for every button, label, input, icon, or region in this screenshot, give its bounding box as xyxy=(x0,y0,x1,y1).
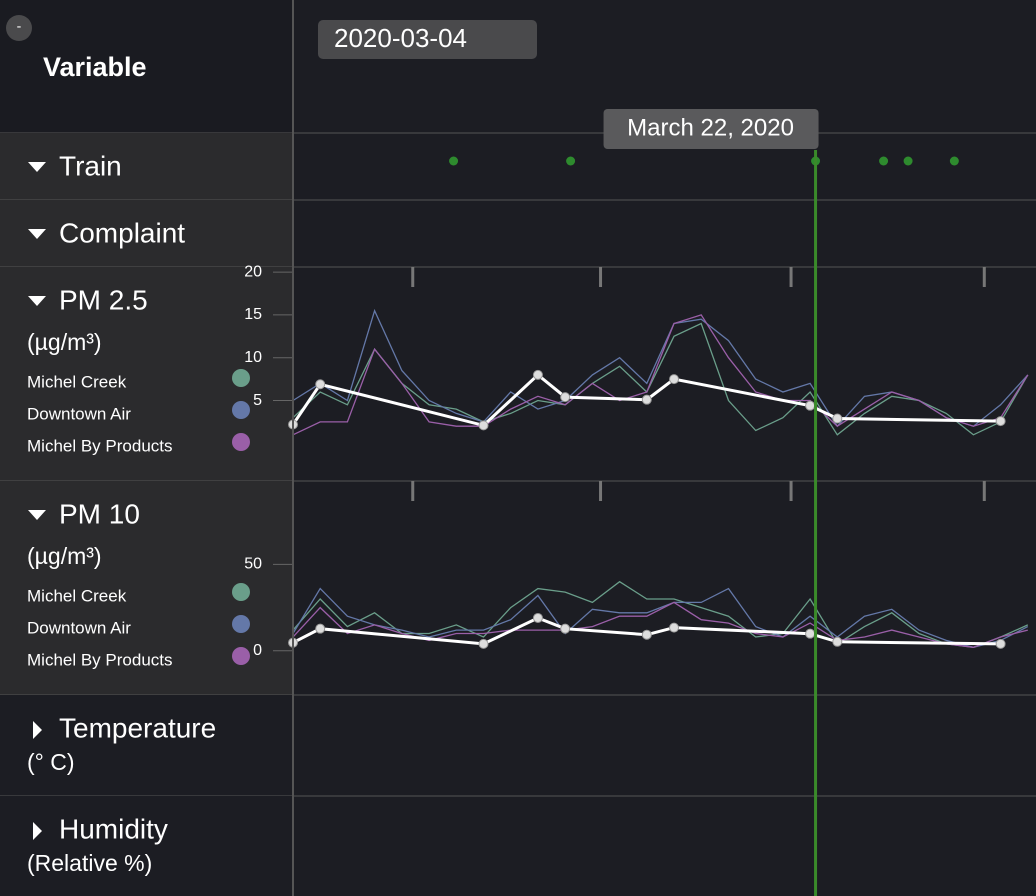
expand-toggle[interactable] xyxy=(33,721,42,739)
mean-point xyxy=(641,394,652,405)
y-tick-label: 0 xyxy=(253,642,262,659)
variable-name[interactable]: Humidity xyxy=(59,813,168,844)
legend-swatch xyxy=(232,433,250,451)
y-tick-label: 5 xyxy=(253,392,262,409)
train-event xyxy=(566,156,576,166)
mean-point xyxy=(832,413,843,424)
row-label-bg xyxy=(0,796,293,896)
mean-line xyxy=(291,372,1001,428)
variable-unit: (µg/m³) xyxy=(27,329,102,355)
train-event xyxy=(879,156,889,166)
row-label-bg xyxy=(0,133,293,200)
hover-date: March 22, 2020 xyxy=(627,114,794,141)
hover-tooltip xyxy=(603,109,819,149)
mean-point xyxy=(995,416,1006,427)
date-box[interactable] xyxy=(318,20,537,59)
collapse-label: - xyxy=(17,18,22,34)
y-tick-label: 50 xyxy=(244,556,262,573)
mean-point xyxy=(669,622,680,633)
header-panel xyxy=(0,0,293,133)
legend-swatch xyxy=(232,369,250,387)
series-line xyxy=(292,587,1029,648)
train-event xyxy=(949,156,959,166)
mean-point xyxy=(641,629,652,640)
variable-name[interactable]: Train xyxy=(59,150,122,181)
series-line xyxy=(292,322,1029,436)
mean-point xyxy=(532,612,543,623)
train-event xyxy=(903,156,913,166)
legend-swatch xyxy=(232,583,250,601)
legend-swatch xyxy=(232,615,250,633)
mean-point xyxy=(560,623,571,634)
mean-point xyxy=(805,400,816,411)
train-event xyxy=(449,156,459,166)
legend-label: Michel Creek xyxy=(27,586,127,605)
mean-point xyxy=(560,392,571,403)
mean-line xyxy=(292,616,1001,646)
mean-point xyxy=(478,420,489,431)
mean-point xyxy=(478,638,489,649)
legend-swatch xyxy=(232,401,250,419)
collapse-button[interactable] xyxy=(6,15,32,41)
expand-toggle[interactable] xyxy=(28,510,46,520)
legend-label: Michel By Products xyxy=(27,650,173,669)
date-text: 2020-03-04 xyxy=(334,23,467,53)
mean-point xyxy=(995,638,1006,649)
variable-unit: (µg/m³) xyxy=(27,543,102,569)
column-title: Variable xyxy=(43,52,147,82)
variable-name[interactable]: Temperature xyxy=(59,712,216,743)
mean-point xyxy=(805,628,816,639)
legend-swatch xyxy=(232,647,250,665)
legend-label: Downtown Air xyxy=(27,618,131,637)
expand-toggle[interactable] xyxy=(28,296,46,306)
row-label-bg xyxy=(0,200,293,267)
series-line xyxy=(292,314,1029,436)
legend-label: Michel By Products xyxy=(27,436,173,455)
mean-point xyxy=(532,369,543,380)
variable-row: Humidity (Relative %) xyxy=(0,796,293,896)
expand-toggle[interactable] xyxy=(28,229,46,239)
mean-point xyxy=(315,379,326,390)
legend-label: Downtown Air xyxy=(27,404,131,423)
variable-row: Complaint xyxy=(0,200,1036,268)
mean-point xyxy=(832,636,843,647)
y-tick-label: 10 xyxy=(244,349,262,366)
variable-name[interactable]: PM 2.5 xyxy=(59,284,148,315)
y-tick-label: 20 xyxy=(244,263,262,280)
variable-unit: (° C) xyxy=(27,749,75,775)
mean-point xyxy=(669,374,680,385)
row-label-bg xyxy=(0,695,293,796)
expand-toggle[interactable] xyxy=(28,162,46,172)
expand-toggle[interactable] xyxy=(33,822,42,840)
legend-label: Michel Creek xyxy=(27,372,127,391)
variable-row: PM 2.5 (µg/m³) 5 10 15 20 Michel Creek Downtown… xyxy=(0,263,1036,482)
mean-point xyxy=(315,623,326,634)
variable-name[interactable]: Complaint xyxy=(59,217,185,248)
variable-name[interactable]: PM 10 xyxy=(59,498,140,529)
y-tick-label: 15 xyxy=(244,306,262,323)
variable-unit: (Relative %) xyxy=(27,850,152,876)
